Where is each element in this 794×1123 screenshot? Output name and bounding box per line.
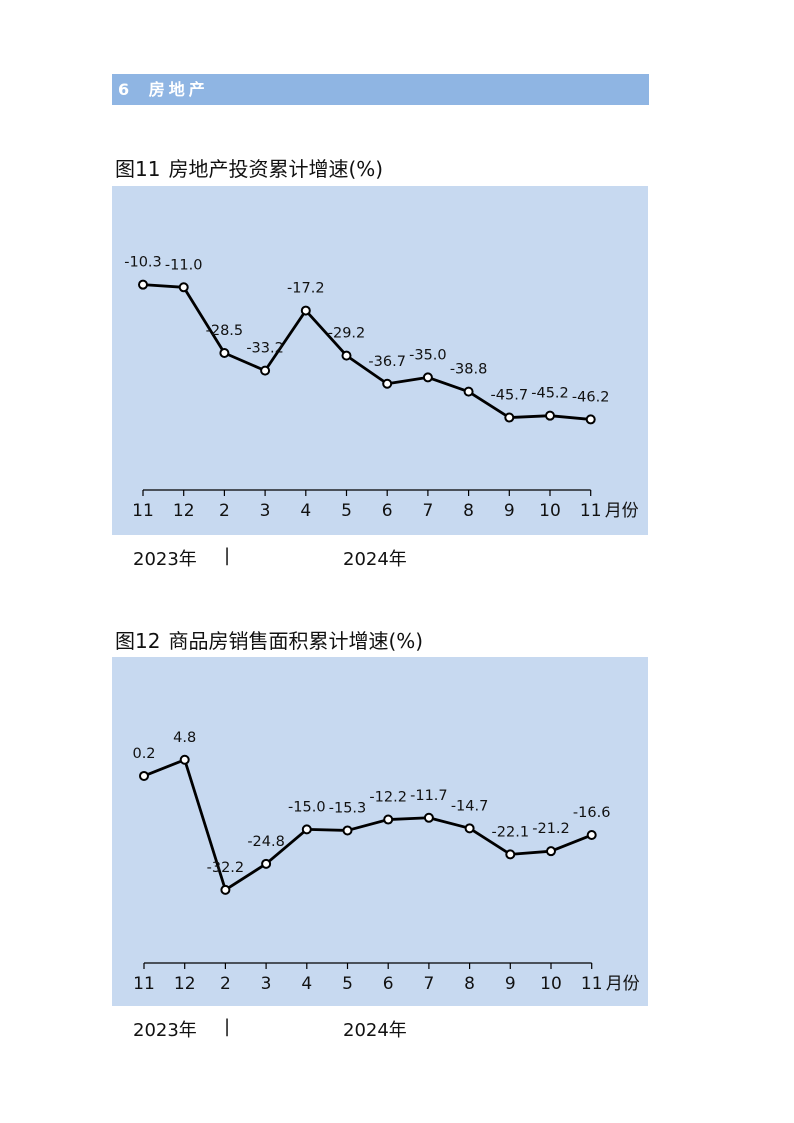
- x-tick-label: 10: [540, 974, 562, 994]
- data-label: -38.8: [450, 362, 488, 378]
- x-tick-label: 5: [341, 501, 352, 521]
- figure-caption: 商品房销售面积累计增速(%): [168, 629, 424, 653]
- data-point: [586, 830, 597, 841]
- data-point: [219, 347, 230, 358]
- x-tick-label: 6: [382, 501, 393, 521]
- x-tick-label: 11: [133, 974, 155, 994]
- data-point: [422, 372, 433, 383]
- figure-title: 图12 商品房销售面积累计增速(%): [115, 625, 423, 654]
- data-label: -24.8: [247, 834, 285, 850]
- data-label: -36.7: [368, 354, 406, 370]
- x-tick-label: 9: [504, 501, 515, 521]
- x-tick-label: 6: [383, 974, 394, 994]
- x-axis-unit-label: 月份: [606, 974, 640, 994]
- year-label-2024: 2024年: [343, 549, 407, 570]
- data-label: -32.2: [207, 860, 245, 876]
- x-tick-label: 4: [301, 974, 312, 994]
- series-line: [142, 283, 591, 421]
- data-label: -17.2: [287, 281, 325, 297]
- data-point: [260, 365, 271, 376]
- section-header: 6 房地产: [112, 74, 649, 105]
- year-label-2023: 2023年: [133, 1020, 197, 1041]
- figure-caption: 房地产投资累计增速(%): [168, 157, 384, 181]
- data-point: [505, 849, 516, 860]
- year-label-2024: 2024年: [343, 1020, 407, 1041]
- data-label: -45.2: [531, 386, 569, 402]
- year-separator: |: [224, 1016, 231, 1037]
- data-point: [464, 823, 475, 834]
- data-point: [342, 825, 353, 836]
- data-label: -45.7: [491, 388, 529, 404]
- data-label: -46.2: [572, 389, 610, 405]
- data-point: [300, 305, 311, 316]
- figure-number: 图11: [115, 157, 161, 181]
- data-point: [179, 754, 190, 765]
- section-number: 6: [118, 80, 134, 99]
- x-tick-label: 3: [261, 974, 272, 994]
- data-point: [139, 770, 149, 781]
- data-label: -14.7: [451, 798, 489, 814]
- data-point: [545, 410, 555, 421]
- series-line: [143, 758, 593, 892]
- x-tick-label: 8: [464, 974, 475, 994]
- data-point: [383, 814, 394, 825]
- data-point: [341, 350, 352, 361]
- x-tick-label: 9: [505, 974, 516, 994]
- chart-panel-investment: 11 12 2 3 4 5 6 7 8 9 10 11 月份 -10.3 -11.0 -28.5 -33.2 -1…: [112, 186, 648, 535]
- data-label: -11.0: [165, 257, 203, 273]
- x-tick-label: 2: [219, 501, 230, 521]
- data-label: -28.5: [206, 323, 244, 339]
- chart-panel-sales-area: 11 12 2 3 4 5 6 7 8 9 10 11 月份 0.2 4.8 -32.2 -24.8 -15.0-…: [112, 657, 648, 1006]
- x-tick-label: 5: [342, 974, 353, 994]
- data-label: -16.6: [573, 805, 611, 821]
- data-label: -10.3: [124, 255, 162, 271]
- x-tick-label: 11: [132, 501, 154, 521]
- data-label: -22.1: [492, 824, 530, 840]
- data-point: [178, 282, 189, 293]
- data-label: -33.2: [246, 341, 284, 357]
- data-label: 0.2: [132, 746, 155, 762]
- x-tick-label: 11: [581, 974, 603, 994]
- x-tick-label: 12: [173, 501, 195, 521]
- data-point: [261, 858, 272, 869]
- data-point: [301, 824, 312, 835]
- data-label: -35.0: [409, 347, 447, 363]
- data-point: [546, 846, 556, 857]
- x-axis-unit-label: 月份: [605, 501, 639, 521]
- data-point: [585, 414, 596, 425]
- x-tick-label: 3: [260, 501, 271, 521]
- data-point: [423, 812, 434, 823]
- data-point: [138, 279, 148, 290]
- data-point: [504, 412, 515, 423]
- x-tick-label: 4: [300, 501, 311, 521]
- data-label: -12.2: [369, 790, 407, 806]
- x-tick-label: 10: [539, 501, 561, 521]
- x-tick-label: 7: [423, 974, 434, 994]
- x-tick-label: 12: [174, 974, 196, 994]
- x-tick-label: 11: [580, 501, 602, 521]
- figure-number: 图12: [115, 629, 161, 653]
- data-label: -21.2: [532, 821, 570, 837]
- year-label-2023: 2023年: [133, 549, 197, 570]
- data-point: [382, 378, 393, 389]
- chart-sales-area-growth: 11 12 2 3 4 5 6 7 8 9 10 11 月份0.24.8-32.2-24.8-15.0-…: [132, 730, 640, 994]
- data-label: -29.2: [328, 326, 366, 342]
- chart-investment-growth: 11 12 2 3 4 5 6 7 8 9 10 11 月份-10.3 -11.0-28.5-33.2-1…: [124, 255, 639, 521]
- section-title: 房地产: [148, 80, 209, 99]
- data-label: -11.7: [410, 788, 448, 804]
- x-tick-label: 8: [463, 501, 474, 521]
- data-label: -15.3: [329, 800, 367, 816]
- data-label: -15.0: [288, 799, 326, 815]
- year-separator: |: [224, 545, 231, 566]
- data-point: [220, 884, 231, 895]
- x-tick-label: 7: [422, 501, 433, 521]
- figure-title: 图11 房地产投资累计增速(%): [115, 153, 383, 182]
- data-point: [463, 386, 474, 397]
- data-label: 4.8: [173, 730, 196, 746]
- x-tick-label: 2: [220, 974, 231, 994]
